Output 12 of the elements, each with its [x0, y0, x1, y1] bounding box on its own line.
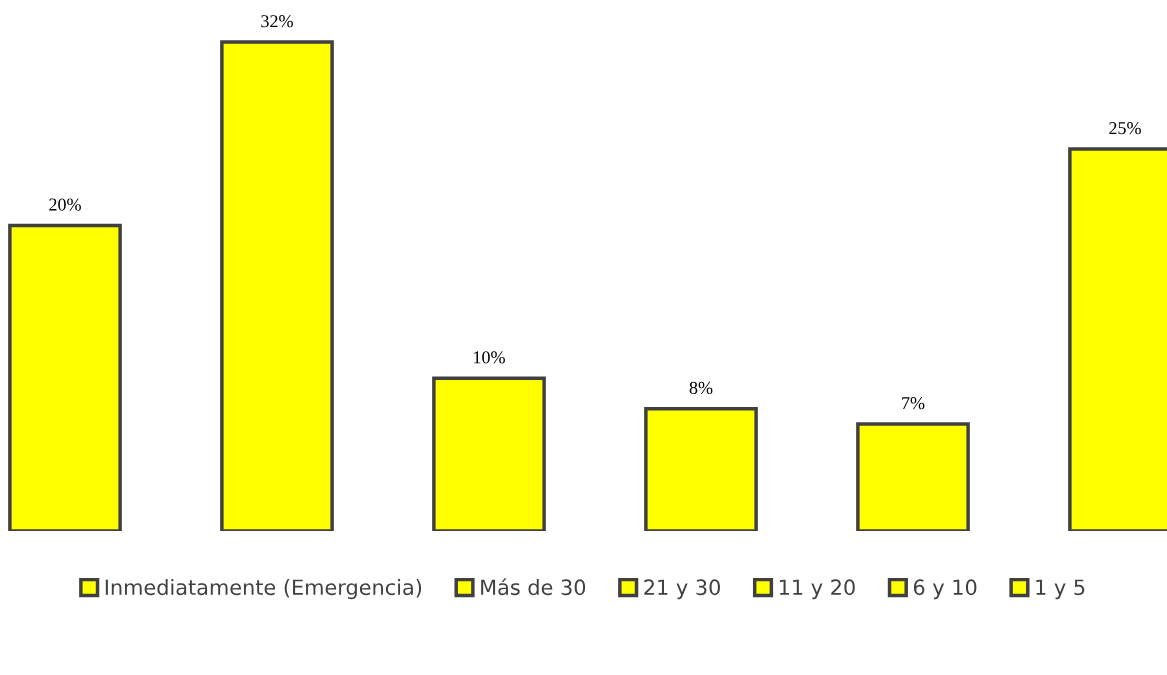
legend-label: 1 y 5: [1036, 579, 1085, 600]
legend-label: 21 y 30: [644, 579, 720, 600]
legend-label: 11 y 20: [779, 579, 855, 600]
data-label: 10%: [474, 351, 505, 364]
data-label: 20%: [49, 198, 81, 211]
legend-label: Más de 30: [481, 578, 586, 596]
data-label: 8%: [689, 381, 713, 395]
legend-label: Inmediatamente (Emergencia): [105, 579, 422, 600]
data-label: 25%: [1109, 122, 1141, 135]
legend-label: 6 y 10: [913, 579, 977, 600]
data-label: 32%: [261, 15, 293, 28]
data-label: 7%: [902, 397, 925, 410]
